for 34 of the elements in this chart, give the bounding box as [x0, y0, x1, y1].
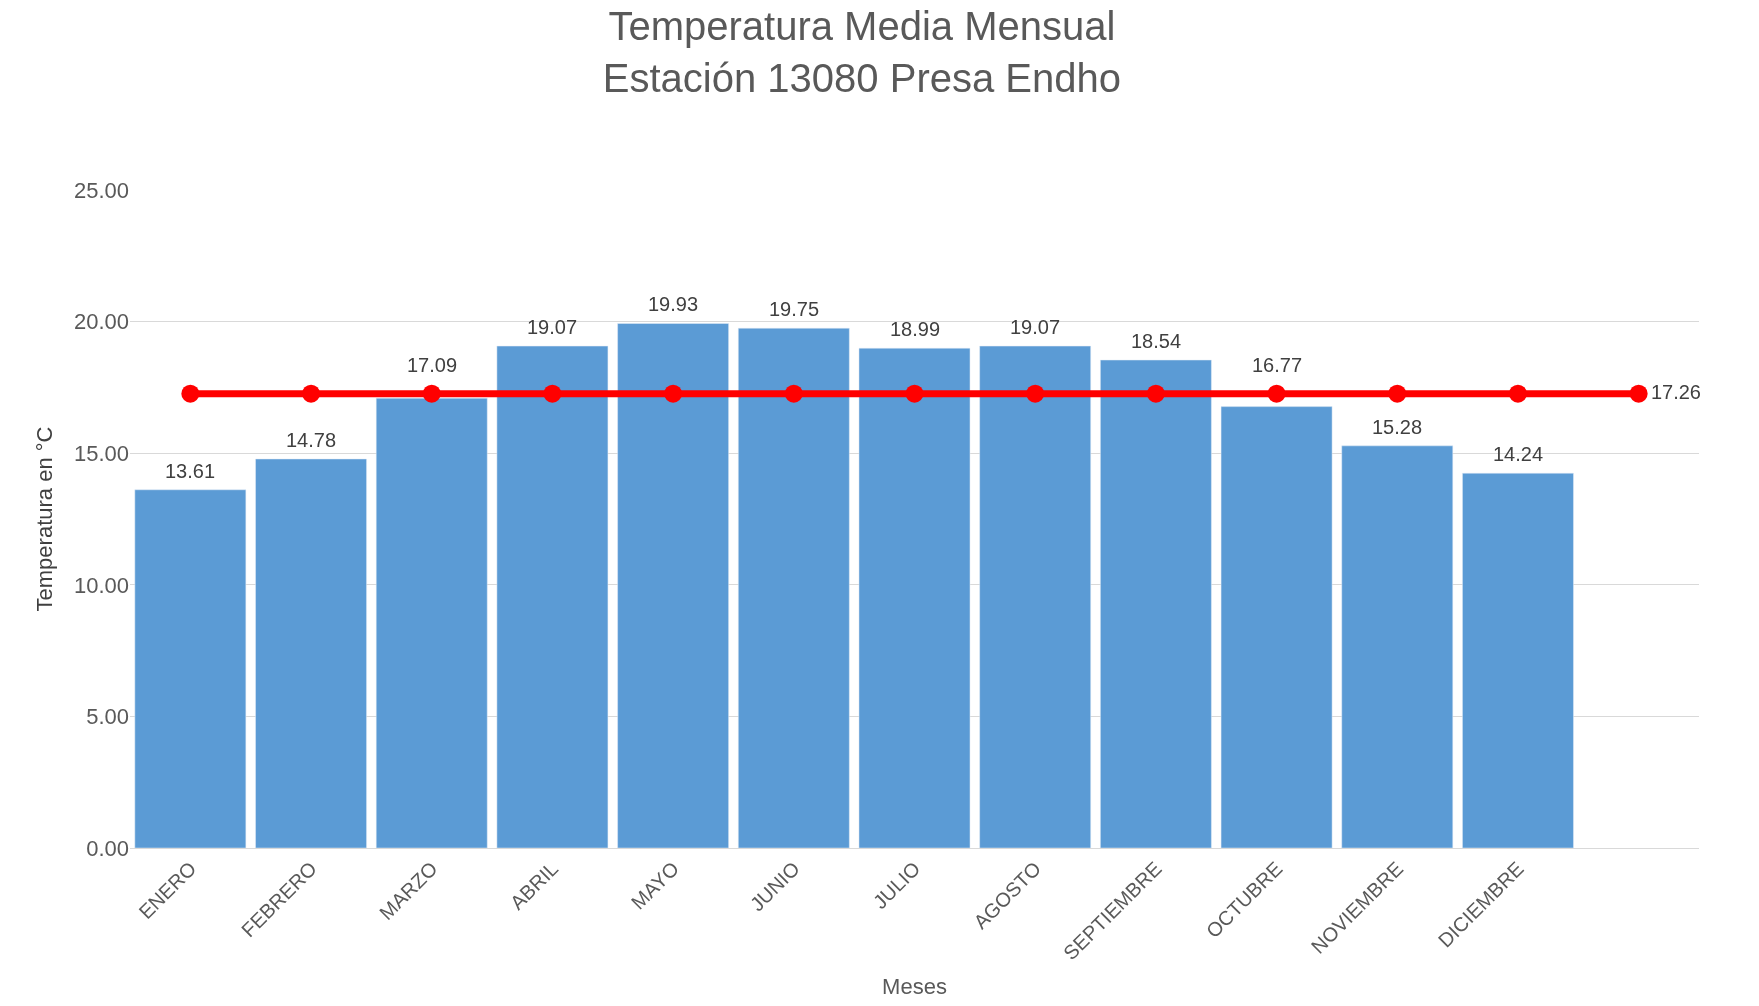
data-label: 15.28	[1372, 416, 1423, 438]
data-label: 16.77	[1252, 354, 1303, 376]
data-label: 19.07	[1010, 316, 1061, 338]
data-label: 13.61	[165, 460, 216, 482]
y-tick-label: 15.00	[73, 440, 129, 466]
y-tick-label: 25.00	[73, 177, 129, 203]
bar	[496, 345, 609, 848]
data-label: 18.54	[1131, 330, 1182, 352]
bar	[617, 323, 729, 848]
bar	[1462, 472, 1574, 848]
bar	[255, 458, 367, 848]
data-label: 19.75	[769, 298, 820, 320]
data-label: 14.78	[286, 429, 337, 451]
y-axis-title: Temperatura en °C	[31, 426, 57, 612]
data-label: 17.26	[1650, 380, 1701, 403]
y-tick-label: 5.00	[86, 704, 129, 730]
y-tick-label: 10.00	[73, 572, 129, 598]
data-label: 19.93	[648, 293, 699, 315]
bar	[375, 397, 488, 848]
data-label: 14.24	[1493, 443, 1544, 465]
data-label: 19.07	[527, 316, 578, 338]
chart-title: Temperatura Media Mensual Estación 13080 Presa Endho	[602, 4, 1121, 101]
bar	[1341, 445, 1454, 848]
bar	[134, 489, 247, 848]
bar	[738, 327, 850, 848]
y-tick-label: 20.00	[73, 309, 129, 335]
data-label: 17.09	[407, 354, 458, 376]
bar	[1220, 406, 1333, 848]
y-tick-label: 0.00	[86, 835, 129, 861]
x-axis-title: Meses	[882, 973, 947, 999]
bar	[858, 347, 971, 848]
data-label: 18.99	[890, 318, 941, 340]
bar	[979, 345, 1091, 848]
bar	[1100, 359, 1212, 848]
